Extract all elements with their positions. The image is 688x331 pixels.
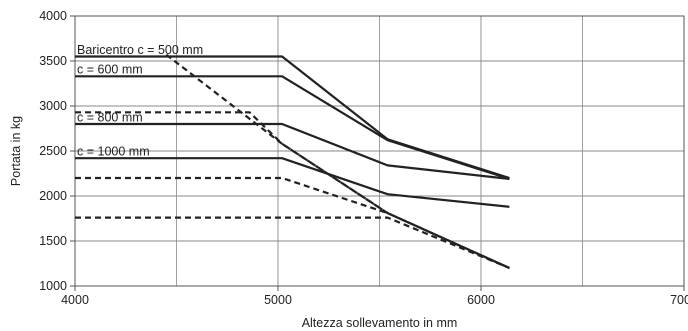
series-line-2 bbox=[75, 75, 510, 180]
x-tick-label: 6000 bbox=[467, 293, 495, 307]
x-tick-label: 5000 bbox=[264, 293, 292, 307]
series-line-4 bbox=[75, 157, 510, 208]
tick-labels: 1000 1500 2000 2500 3000 3500 4000 4000 5000 6000… bbox=[39, 9, 688, 307]
y-tick-label: 3500 bbox=[39, 54, 67, 68]
y-tick-label: 1000 bbox=[39, 279, 67, 293]
y-tick-label: 4000 bbox=[39, 9, 67, 23]
x-axis-title: Altezza sollevamento in mm bbox=[302, 316, 458, 330]
curve-label-4: c = 1000 mm bbox=[77, 145, 150, 159]
y-axis-title: Portata in kg bbox=[9, 116, 23, 186]
dashed-series-line-8 bbox=[75, 216, 510, 270]
y-tick-label: 2000 bbox=[39, 189, 67, 203]
x-tick-label: 7000 bbox=[670, 293, 688, 307]
series-line-3 bbox=[75, 122, 510, 180]
dashed-series-line-5 bbox=[165, 53, 510, 270]
x-tick-label: 4000 bbox=[61, 293, 89, 307]
y-tick-label: 2500 bbox=[39, 144, 67, 158]
y-tick-label: 3000 bbox=[39, 99, 67, 113]
grid bbox=[70, 15, 685, 291]
series-group bbox=[75, 53, 510, 270]
dashed-series-line-7 bbox=[75, 176, 510, 270]
dashed-series-line-6 bbox=[75, 111, 510, 270]
curve-label-1: Baricentro c = 500 mm bbox=[77, 43, 203, 57]
curve-label-3: c = 800 mm bbox=[77, 110, 143, 124]
annotations: Baricentro c = 500 mm c = 600 mm c = 800 m… bbox=[77, 43, 203, 159]
y-tick-label: 1500 bbox=[39, 234, 67, 248]
curve-label-2: c = 600 mm bbox=[77, 63, 143, 77]
